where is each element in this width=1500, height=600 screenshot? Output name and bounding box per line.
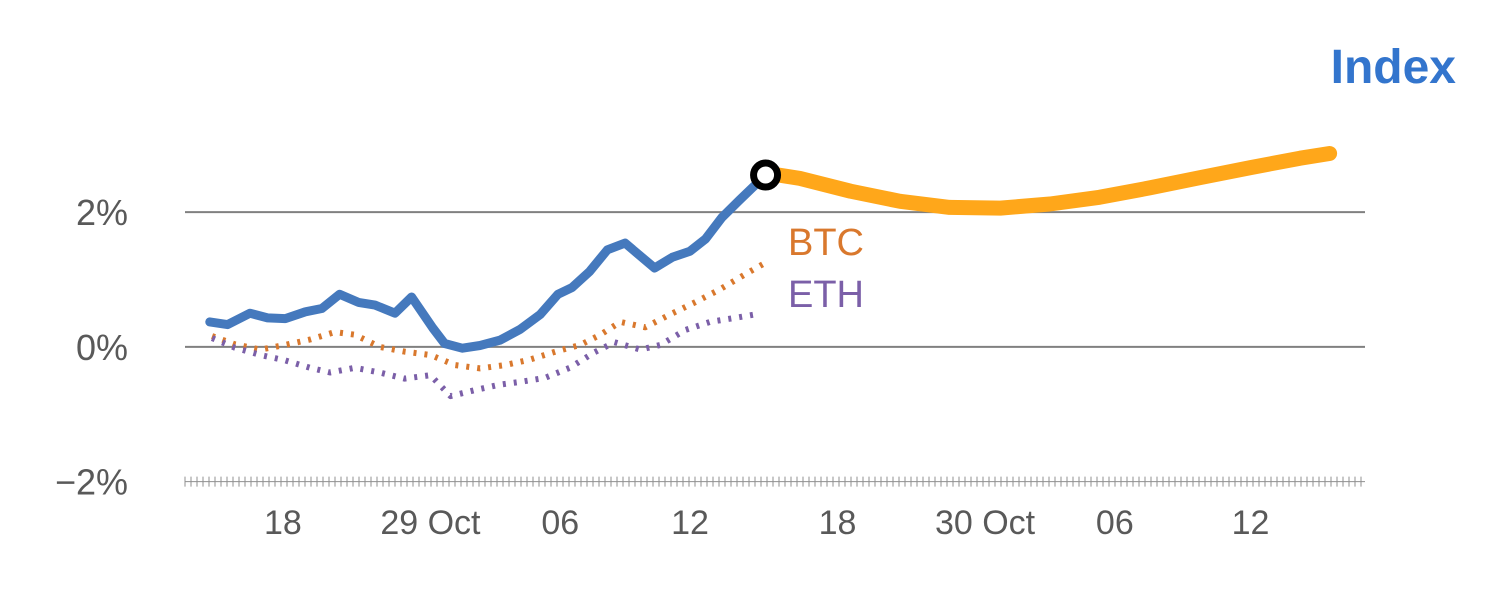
y-tick-label: 0% bbox=[76, 327, 128, 368]
series-label-eth: ETH bbox=[788, 274, 864, 316]
series-label-btc: BTC bbox=[788, 222, 864, 264]
chart-title: Index bbox=[1330, 41, 1456, 94]
x-tick-label: 18 bbox=[819, 504, 857, 542]
current-value-marker bbox=[750, 159, 782, 191]
x-tick-label: 30 Oct bbox=[935, 504, 1036, 542]
x-tick-label: 06 bbox=[541, 504, 579, 542]
series-line-index bbox=[205, 170, 771, 353]
series-line-btc bbox=[211, 258, 770, 372]
x-tick-label: 12 bbox=[671, 504, 709, 542]
series-line-index-forecast bbox=[758, 146, 1338, 216]
x-tick-label: 12 bbox=[1232, 504, 1270, 542]
x-tick-label: 18 bbox=[264, 504, 302, 542]
series-line-eth bbox=[210, 311, 756, 400]
y-tick-label: 2% bbox=[76, 192, 128, 233]
x-tick-label: 06 bbox=[1096, 504, 1134, 542]
x-tick-label: 29 Oct bbox=[380, 504, 481, 542]
y-tick-label: −2% bbox=[55, 462, 128, 503]
